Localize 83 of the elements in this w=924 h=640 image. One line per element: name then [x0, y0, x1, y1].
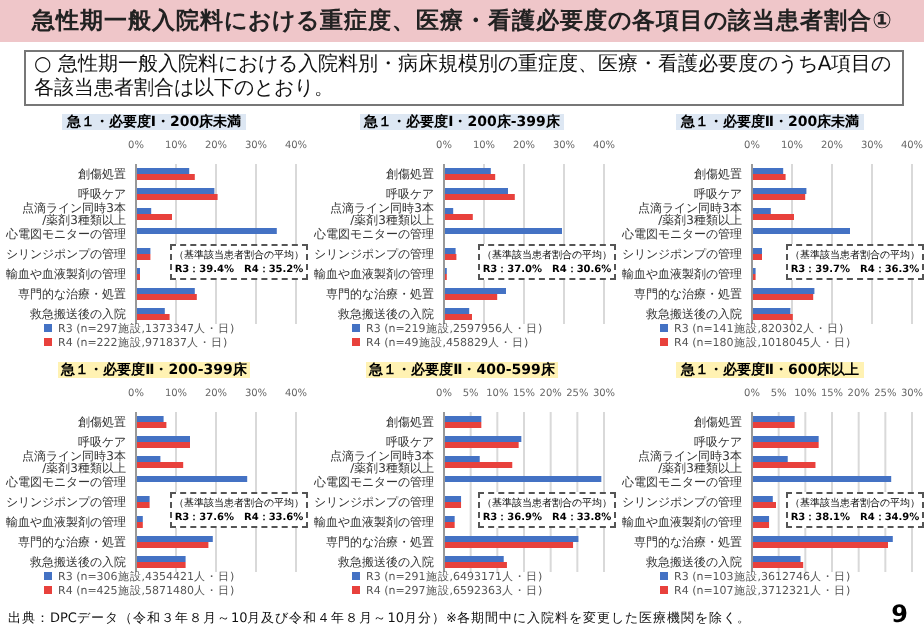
- bar: [136, 168, 190, 174]
- bar: [752, 208, 771, 214]
- bar: [752, 416, 795, 422]
- text: ○ 急性期一般入院料における入院料別・病床規模別の重症度、医療・看護必要度のうちA項目の各該当患者割合は以下のとおり。: [24, 50, 904, 106]
- bar: [752, 542, 888, 548]
- bar: [752, 294, 814, 300]
- bar: [136, 174, 195, 180]
- bar: [444, 308, 470, 314]
- text: 9: [891, 600, 908, 628]
- bar: [752, 502, 776, 508]
- bar: [136, 442, 190, 448]
- bar: [444, 422, 482, 428]
- bar: [444, 562, 507, 568]
- bar: [444, 288, 506, 294]
- bar: [136, 194, 218, 200]
- bar: [444, 542, 574, 548]
- bar: [752, 228, 850, 234]
- bar: [444, 556, 504, 562]
- bar: [752, 314, 793, 320]
- bar: [752, 442, 819, 448]
- bar: [752, 288, 815, 294]
- bar: [752, 522, 770, 528]
- bar: [752, 214, 794, 220]
- bar: [752, 248, 762, 254]
- bar: [752, 422, 795, 428]
- text: 急性期一般入院料における重症度、医療・看護必要度の各項目の該当患者割合①: [0, 0, 924, 42]
- bar: [136, 314, 170, 320]
- bar: [136, 308, 165, 314]
- bar: [136, 502, 150, 508]
- bar: [444, 416, 482, 422]
- bar: [444, 536, 579, 542]
- bar: [444, 174, 496, 180]
- bar: [444, 516, 455, 522]
- bar: [752, 188, 807, 194]
- bar: [136, 536, 213, 542]
- bar: [752, 194, 806, 200]
- bar: [136, 456, 161, 462]
- bar: [444, 294, 498, 300]
- bar: [136, 288, 195, 294]
- bar: [752, 254, 762, 260]
- bar: [136, 188, 215, 194]
- bar: [136, 496, 150, 502]
- bar: [444, 228, 562, 234]
- bar: [444, 314, 472, 320]
- bar: [136, 556, 186, 562]
- bar: [444, 456, 480, 462]
- bar: [136, 436, 190, 442]
- bar: [136, 462, 184, 468]
- bar: [444, 248, 456, 254]
- bar: [444, 214, 473, 220]
- bar: [752, 436, 819, 442]
- bar: [136, 422, 167, 428]
- bar: [136, 476, 248, 482]
- bar: [444, 168, 491, 174]
- bar: [752, 562, 804, 568]
- bar: [444, 462, 513, 468]
- bar: [136, 416, 164, 422]
- bar: [444, 496, 462, 502]
- bar: [136, 254, 151, 260]
- bar: [444, 502, 462, 508]
- bar: [752, 516, 770, 522]
- bar: [444, 476, 602, 482]
- bar: [136, 208, 152, 214]
- bar: [444, 442, 519, 448]
- bar: [136, 294, 197, 300]
- bar: [752, 456, 788, 462]
- bar: [752, 174, 786, 180]
- bar: [444, 188, 508, 194]
- bar: [444, 436, 522, 442]
- bar: [752, 556, 801, 562]
- bar: [136, 214, 172, 220]
- bar: [444, 522, 455, 528]
- bar: [444, 194, 515, 200]
- bar: [136, 228, 277, 234]
- bar: [136, 562, 186, 568]
- bar: [752, 496, 773, 502]
- bar: [752, 308, 791, 314]
- bar: [752, 168, 784, 174]
- bar: [752, 536, 893, 542]
- bar: [752, 476, 892, 482]
- bar: [136, 542, 209, 548]
- bar: [752, 462, 816, 468]
- bar: [136, 248, 151, 254]
